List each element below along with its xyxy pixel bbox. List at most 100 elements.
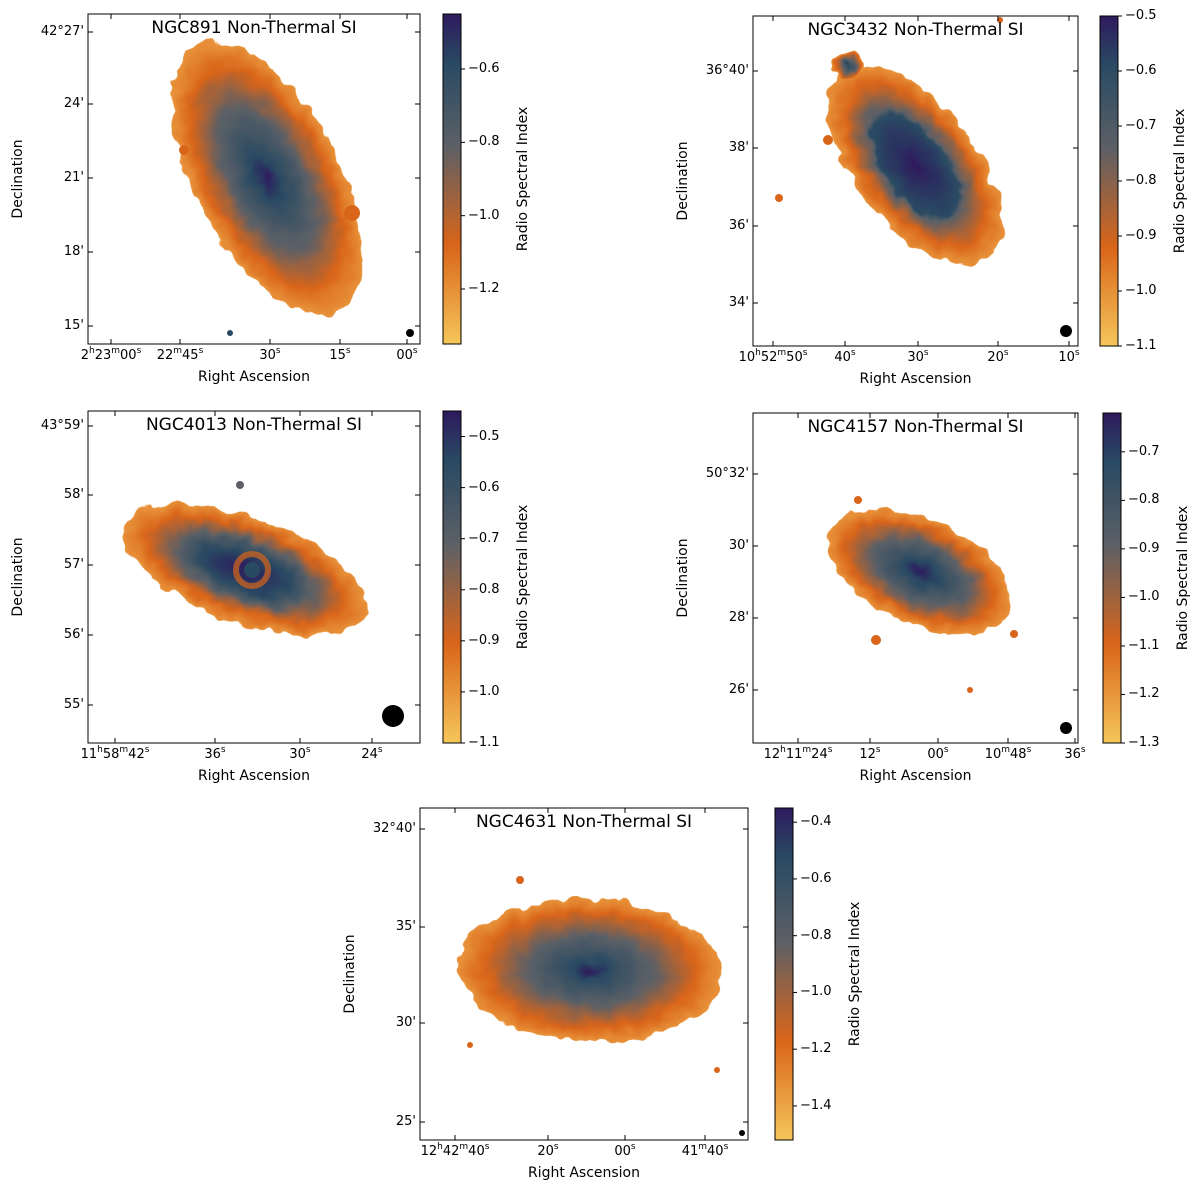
xtick-label-2-3: 30s	[907, 348, 929, 366]
xtick-label-5-2: 20s	[537, 1142, 559, 1160]
panel-title-1: NGC891 Non-Thermal SI	[151, 18, 357, 38]
emission-blob-5-3	[467, 1042, 473, 1048]
xaxis-label-1: Right Ascension	[198, 369, 310, 385]
cbar-tick-label-3-7: −1.1	[468, 735, 500, 750]
ytick-label-5-1: 32°40'	[372, 821, 416, 836]
hotspot-core	[244, 562, 260, 578]
emission-blob-2-1	[775, 194, 783, 202]
cbar-tick-label-3-6: −1.0	[468, 683, 500, 699]
xtick-label-4-2: 12s	[859, 745, 881, 763]
xtick-label-4-5: 36s	[1064, 745, 1086, 763]
cbar-tick-label-1-4: −1.2	[468, 281, 500, 296]
xaxis-label-5: Right Ascension	[528, 1165, 640, 1181]
cbar-tick-label-4-1: −0.7	[1128, 443, 1160, 459]
yaxis-label-3: Declination	[10, 537, 26, 617]
ytick-label-3-1: 43°59'	[40, 418, 84, 433]
colorbar-label-5: Radio Spectral Index	[847, 901, 863, 1047]
beam-marker-3	[382, 705, 404, 727]
cbar-tick-label-5-4: −1.0	[800, 984, 832, 1000]
colorbar-5	[774, 807, 794, 1141]
xtick-label-2-2: 40s	[834, 348, 856, 366]
emission-blob-5-1	[714, 1067, 720, 1073]
cbar-tick-label-4-7: −1.3	[1128, 735, 1160, 750]
xtick-label-1-3: 30s	[259, 346, 281, 364]
panel-1	[87, 13, 465, 345]
cbar-tick-label-2-3: −0.7	[1125, 118, 1157, 133]
panel-title-3: NGC4013 Non-Thermal SI	[145, 415, 363, 435]
cbar-tick-label-1-2: −0.8	[468, 134, 500, 150]
ytick-label-4-2: 30'	[728, 538, 749, 553]
emission-blob-2-2	[823, 135, 833, 145]
emission-blob-1-2	[344, 205, 360, 221]
xtick-label-4-4: 10m48s	[984, 745, 1032, 763]
colorbar-label-4: Radio Spectral Index	[1175, 505, 1191, 651]
xaxis-label-2: Right Ascension	[859, 371, 972, 387]
xtick-label-3-2: 36s	[204, 745, 226, 763]
cbar-tick-label-3-4: −0.8	[468, 581, 500, 597]
cbar-tick-label-2-7: −1.1	[1125, 338, 1157, 353]
xtick-label-2-5: 10s	[1058, 348, 1080, 366]
beam-marker-4	[1060, 722, 1072, 734]
ytick-label-4-4: 26'	[728, 682, 749, 697]
cbar-tick-label-4-5: −1.1	[1128, 637, 1160, 653]
ytick-label-3-5: 55'	[63, 697, 84, 712]
ytick-label-4-1: 50°32'	[705, 466, 749, 481]
xtick-label-4-3: 00s	[927, 745, 949, 763]
cbar-tick-label-4-6: −1.2	[1128, 686, 1160, 702]
cbar-tick-label-1-1: −0.6	[468, 61, 500, 76]
cbar-tick-label-2-5: −0.9	[1125, 228, 1157, 243]
xtick-label-5-1: 12h42m40s	[420, 1142, 490, 1160]
xtick-label-5-3: 00s	[614, 1142, 636, 1160]
cbar-tick-label-5-2: −0.6	[800, 870, 832, 886]
xtick-label-3-4: 24s	[361, 745, 383, 763]
panel-title-2: NGC3432 Non-Thermal SI	[807, 20, 1024, 40]
xtick-label-1-5: 00s	[396, 346, 418, 364]
xaxis-label-3: Right Ascension	[198, 768, 310, 784]
cbar-tick-label-4-3: −0.9	[1128, 540, 1160, 556]
panel-3	[87, 410, 465, 744]
emission-blob-1-1	[227, 330, 233, 336]
yaxis-label-4: Declination	[675, 538, 691, 618]
xtick-label-1-4: 15s	[329, 346, 351, 364]
xtick-label-5-4: 41m40s	[681, 1142, 729, 1160]
panel-4	[752, 412, 1125, 744]
emission-blob-4-3	[1010, 630, 1018, 638]
spectral-index-map-2	[828, 64, 1002, 266]
emission-blob-5-2	[516, 876, 524, 884]
cbar-tick-label-1-3: −1.0	[468, 207, 500, 223]
ytick-label-2-4: 34'	[728, 295, 749, 310]
xtick-label-1-2: 22m45s	[156, 346, 204, 364]
xtick-label-2-4: 20s	[987, 348, 1009, 366]
ytick-label-1-2: 24'	[63, 96, 84, 111]
xtick-label-1-1: 2h23m00s	[80, 346, 142, 364]
ytick-label-5-4: 25'	[395, 1114, 416, 1129]
xtick-label-4-1: 12h11m24s	[763, 745, 833, 763]
panel-5	[419, 807, 797, 1141]
cbar-tick-label-5-5: −1.2	[800, 1041, 832, 1057]
emission-blob-4-4	[854, 496, 862, 504]
ytick-label-5-2: 35'	[395, 919, 416, 934]
spectral-index-map-4	[828, 509, 1012, 635]
cbar-tick-label-2-4: −0.8	[1125, 173, 1157, 188]
yaxis-label-5: Declination	[342, 934, 358, 1014]
colorbar-3	[442, 410, 462, 744]
cbar-tick-label-2-1: −0.5	[1125, 8, 1157, 23]
ytick-label-3-3: 57'	[63, 557, 84, 572]
colorbar-1	[442, 13, 462, 345]
ytick-label-1-5: 15'	[63, 318, 84, 333]
ytick-label-1-4: 18'	[63, 244, 84, 259]
colorbar-2	[1099, 15, 1119, 347]
cbar-tick-label-2-6: −1.0	[1125, 283, 1157, 298]
ytick-label-1-3: 21'	[63, 170, 84, 185]
cbar-tick-label-4-4: −1.0	[1128, 589, 1160, 605]
yaxis-label-1: Declination	[10, 139, 26, 219]
cbar-tick-label-5-1: −0.4	[800, 814, 832, 830]
emission-blob-3-1	[236, 481, 244, 489]
beam-marker-1	[406, 329, 414, 337]
panel-title-4: NGC4157 Non-Thermal SI	[807, 417, 1024, 437]
xtick-label-3-3: 30s	[289, 745, 311, 763]
emission-blob-4-1	[871, 635, 881, 645]
ytick-label-3-2: 58'	[63, 487, 84, 502]
colorbar-label-2: Radio Spectral Index	[1172, 108, 1188, 254]
hotspot-ring	[233, 551, 271, 589]
